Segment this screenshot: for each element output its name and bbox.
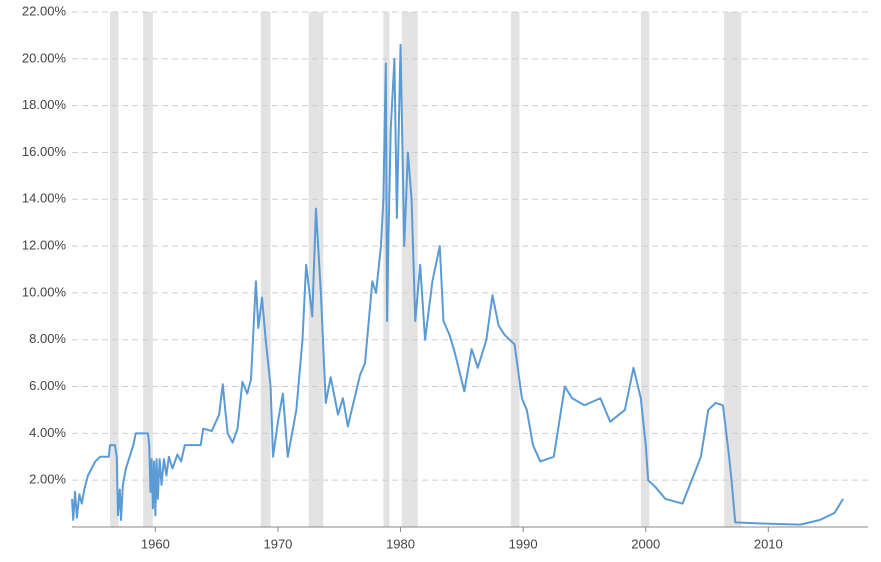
recession-band: [724, 12, 742, 527]
y-tick-label: 20.00%: [22, 50, 67, 65]
recession-band: [308, 12, 324, 527]
y-tick-label: 14.00%: [22, 191, 67, 206]
x-tick-label: 2000: [631, 536, 660, 551]
y-tick-label: 16.00%: [22, 144, 67, 159]
data-line: [71, 43, 844, 526]
recession-band: [143, 12, 153, 527]
y-tick-label: 10.00%: [22, 284, 67, 299]
recession-band: [510, 12, 520, 527]
x-tick-label: 1980: [386, 536, 415, 551]
y-tick-label: 22.00%: [22, 3, 67, 18]
x-tick-label: 1990: [509, 536, 538, 551]
y-tick-label: 18.00%: [22, 97, 67, 112]
x-tick-label: 1970: [263, 536, 292, 551]
x-tick-label: 1960: [141, 536, 170, 551]
recession-band: [260, 12, 271, 527]
recession-band: [110, 12, 119, 527]
recession-band: [640, 12, 650, 527]
x-tick-label: 2010: [754, 536, 783, 551]
y-tick-label: 2.00%: [29, 472, 66, 487]
y-tick-label: 8.00%: [29, 331, 66, 346]
y-tick-label: 6.00%: [29, 378, 66, 393]
recession-band: [401, 12, 418, 527]
y-tick-label: 12.00%: [22, 238, 67, 253]
y-tick-label: 4.00%: [29, 425, 66, 440]
